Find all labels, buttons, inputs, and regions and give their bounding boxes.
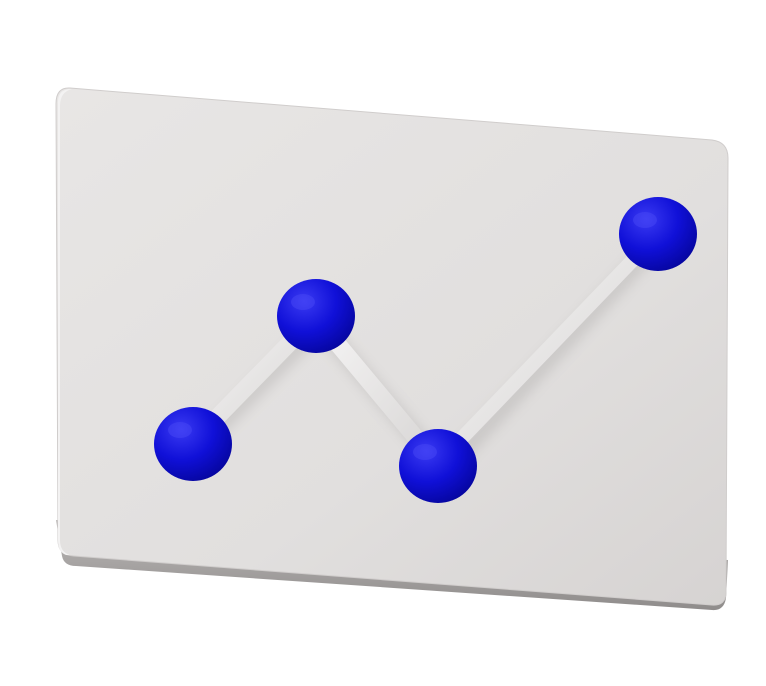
chart-node-2 bbox=[277, 279, 355, 353]
board-edge-highlight bbox=[57, 89, 72, 555]
chart-node-3 bbox=[399, 429, 477, 503]
board-face bbox=[55, 87, 729, 606]
chart-node-1 bbox=[154, 407, 232, 481]
connector-3-4 bbox=[432, 229, 663, 469]
chart-nodes bbox=[154, 197, 697, 503]
chart-node-4 bbox=[619, 197, 697, 271]
